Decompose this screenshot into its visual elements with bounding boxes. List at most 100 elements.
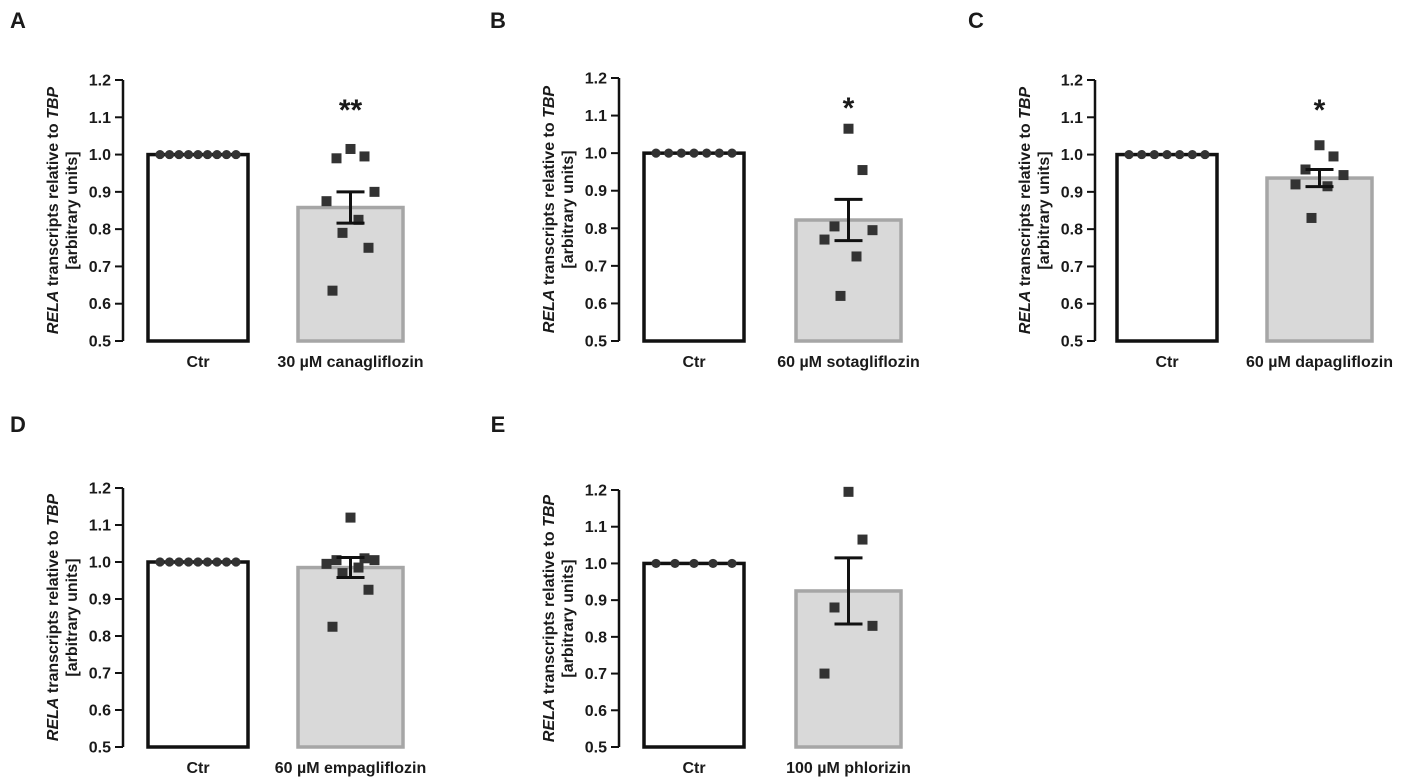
y-tick-label: 1.0 xyxy=(585,146,607,163)
y-axis-label-ref: TBP xyxy=(1017,87,1034,119)
treatment-data-point xyxy=(843,486,854,497)
panel-letter: B xyxy=(490,8,506,33)
treatment-data-point xyxy=(353,214,364,225)
bar-treatment xyxy=(1265,176,1374,343)
y-axis-label-ref: TBP xyxy=(45,87,62,119)
y-tick-label: 1.2 xyxy=(585,483,607,500)
ctr-data-point xyxy=(714,148,724,158)
bar-ctr xyxy=(146,560,250,749)
ctr-data-point xyxy=(193,149,203,160)
y-tick-label: 0.6 xyxy=(89,703,111,720)
ctr-data-point xyxy=(174,557,184,567)
y-tick-label: 0.7 xyxy=(585,258,607,275)
x-category-label: 60 µM sotagliflozin xyxy=(777,354,920,371)
ctr-data-point xyxy=(651,148,661,158)
y-axis-label-units: [arbitrary units] xyxy=(1036,151,1053,269)
y-tick-label: 0.8 xyxy=(585,629,607,646)
y-tick-label: 1.0 xyxy=(89,147,111,164)
y-axis-label: RELA transcripts relative to TBP xyxy=(541,86,558,334)
panel-b: B 0.5 0.6 0.7 0.8 0.9 1.0 1.1 1.2 RELA transcript… xyxy=(490,8,920,371)
treatment-data-point xyxy=(1328,151,1339,162)
ctr-data-point xyxy=(155,149,165,160)
significance-marker: * xyxy=(843,92,855,125)
y-tick-label: 0.9 xyxy=(89,184,111,201)
ctr-data-point xyxy=(221,557,232,567)
y-tick-label: 1.2 xyxy=(89,481,111,498)
panel-letter: E xyxy=(491,412,506,437)
bar-ctr xyxy=(642,151,746,343)
y-axis-label-middle: transcripts relative to xyxy=(45,526,62,698)
y-axis-label-middle: transcripts relative to xyxy=(541,118,558,290)
y-tick-label: 0.6 xyxy=(585,703,607,720)
y-tick-label: 0.5 xyxy=(1061,334,1083,351)
y-tick-label: 1.0 xyxy=(89,555,111,572)
x-category-label: Ctr xyxy=(186,354,209,371)
bar-treatment xyxy=(296,205,405,343)
y-tick-label: 0.5 xyxy=(89,740,111,757)
y-tick-label: 0.6 xyxy=(89,296,111,313)
treatment-data-point xyxy=(327,285,338,296)
ctr-data-point xyxy=(202,149,213,160)
ctr-data-point xyxy=(164,149,175,160)
x-category-label: 100 µM phlorizin xyxy=(786,760,911,777)
ctr-data-point xyxy=(670,558,680,569)
ctr-data-point xyxy=(1175,149,1185,160)
bar-treatment xyxy=(296,565,405,749)
y-tick-label: 0.9 xyxy=(89,592,111,609)
y-tick-label: 1.1 xyxy=(585,108,607,125)
y-tick-label: 0.5 xyxy=(89,334,111,351)
y-tick-label: 1.2 xyxy=(1061,73,1083,90)
ctr-data-point xyxy=(231,149,241,160)
ctr-data-point xyxy=(1124,149,1134,160)
ctr-data-point xyxy=(1149,149,1159,160)
y-axis-label-middle: transcripts relative to xyxy=(1017,119,1034,291)
treatment-data-point xyxy=(345,143,356,154)
treatment-data-point xyxy=(359,151,370,162)
y-tick-label: 1.0 xyxy=(1061,147,1083,164)
y-tick-label: 1.1 xyxy=(89,110,111,127)
ctr-data-point xyxy=(202,557,213,567)
x-category-label: 60 µM dapagliflozin xyxy=(1246,354,1393,371)
y-tick-label: 0.9 xyxy=(1061,184,1083,201)
ctr-data-point xyxy=(1137,149,1147,160)
treatment-data-point xyxy=(321,196,332,207)
y-axis-label-middle: transcripts relative to xyxy=(541,527,558,699)
y-axis-label-units: [arbitrary units] xyxy=(64,558,81,676)
treatment-data-point xyxy=(819,234,830,245)
treatment-data-point xyxy=(857,534,868,545)
treatment-data-point xyxy=(353,562,364,573)
y-tick-label: 1.2 xyxy=(585,71,607,88)
y-tick-label: 1.2 xyxy=(89,73,111,90)
treatment-data-point xyxy=(369,186,380,197)
ctr-data-point xyxy=(702,148,712,158)
ctr-data-point xyxy=(155,557,165,567)
y-axis-label-gene: RELA xyxy=(541,290,558,334)
y-tick-label: 0.6 xyxy=(585,296,607,313)
y-axis-label: RELA transcripts relative to TBP xyxy=(45,87,62,335)
x-category-label: Ctr xyxy=(682,760,705,777)
x-category-label: 60 µM empagliflozin xyxy=(275,760,426,777)
x-category-label: Ctr xyxy=(186,760,209,777)
treatment-data-point xyxy=(1306,212,1317,223)
y-axis-label-ref: TBP xyxy=(541,495,558,527)
ctr-data-point xyxy=(727,558,737,569)
y-tick-label: 0.6 xyxy=(1061,296,1083,313)
treatment-data-point xyxy=(857,165,868,176)
treatment-data-point xyxy=(327,621,338,632)
y-tick-label: 0.5 xyxy=(585,740,607,757)
x-category-label: Ctr xyxy=(1155,354,1178,371)
treatment-data-point xyxy=(345,512,356,523)
y-axis-label: RELA transcripts relative to TBP xyxy=(45,494,62,742)
treatment-data-point xyxy=(829,602,840,613)
y-axis-label-middle: transcripts relative to xyxy=(45,119,62,291)
ctr-data-point xyxy=(174,149,184,160)
treatment-data-point xyxy=(321,558,332,569)
x-category-label: Ctr xyxy=(682,354,705,371)
y-tick-label: 0.7 xyxy=(89,666,111,683)
treatment-data-point xyxy=(337,568,348,579)
y-tick-label: 0.7 xyxy=(1061,259,1083,276)
ctr-data-point xyxy=(689,558,699,569)
y-tick-label: 1.1 xyxy=(1061,110,1083,127)
y-axis-label-units: [arbitrary units] xyxy=(560,150,577,268)
